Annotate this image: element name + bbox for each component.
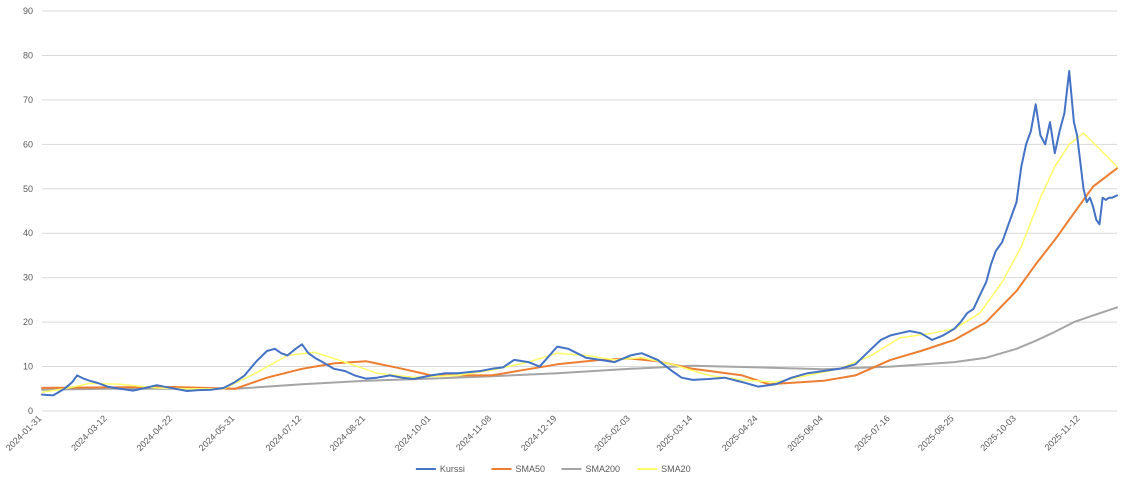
legend-label: SMA50 (516, 464, 546, 474)
gridlines (42, 10, 1117, 412)
x-tick-label: 2025-07-16 (852, 413, 892, 453)
y-tick-label: 50 (23, 184, 33, 194)
y-tick-label: 60 (23, 139, 33, 149)
y-tick-label: 40 (23, 228, 33, 238)
x-tick-label: 2024-01-31 (4, 413, 44, 453)
x-tick-label: 2025-04-24 (720, 413, 760, 453)
legend-label: SMA20 (661, 464, 691, 474)
x-tick-label: 2025-11-12 (1043, 413, 1082, 452)
series-line-sma20 (41, 132, 1118, 394)
legend-item-sma20: SMA20 (637, 464, 691, 474)
legend-item-sma50: SMA50 (491, 464, 546, 474)
x-tick-label: 2025-10-03 (978, 413, 1018, 453)
legend-item-kurssi: Kurssi (415, 464, 465, 474)
x-tick-label: 2024-04-22 (135, 413, 175, 453)
x-tick-label: 2024-03-12 (69, 413, 109, 453)
y-tick-label: 30 (23, 273, 33, 283)
x-tick-label: 2025-03-14 (655, 413, 695, 453)
y-tick-label: 20 (23, 317, 33, 327)
x-tick-label: 2024-05-31 (197, 413, 237, 453)
x-tick-label: 2025-08-25 (916, 413, 956, 453)
y-tick-label: 80 (23, 50, 33, 60)
legend: Kurssi SMA50 SMA200 SMA20 (415, 464, 691, 474)
x-tick-label: 2025-06-04 (785, 413, 825, 453)
legend-label: SMA200 (586, 464, 621, 474)
y-tick-label: 0 (28, 406, 33, 416)
y-tick-label: 10 (23, 362, 33, 372)
series-line-sma200 (41, 306, 1118, 391)
x-tick-label: 2024-07-12 (264, 413, 304, 453)
legend-label: Kurssi (440, 464, 465, 474)
y-tick-label: 70 (23, 95, 33, 105)
x-tick-label: 2024-12-19 (519, 413, 559, 453)
x-tick-label: 2024-11-08 (454, 413, 493, 452)
legend-item-sma200: SMA200 (561, 464, 621, 474)
y-axis: 0 10 20 30 40 50 60 70 80 90 (23, 6, 33, 416)
x-axis: 2024-01-31 2024-03-12 2024-04-22 2024-05-31… (4, 410, 1117, 453)
y-tick-label: 90 (23, 6, 33, 16)
series-line-sma50 (41, 167, 1118, 390)
series-line-kurssi (41, 70, 1118, 397)
x-tick-label: 2024-10-01 (393, 413, 433, 453)
x-tick-label: 2024-08-21 (328, 413, 368, 453)
series-lines (41, 70, 1118, 397)
x-tick-label: 2025-02-03 (592, 413, 632, 453)
